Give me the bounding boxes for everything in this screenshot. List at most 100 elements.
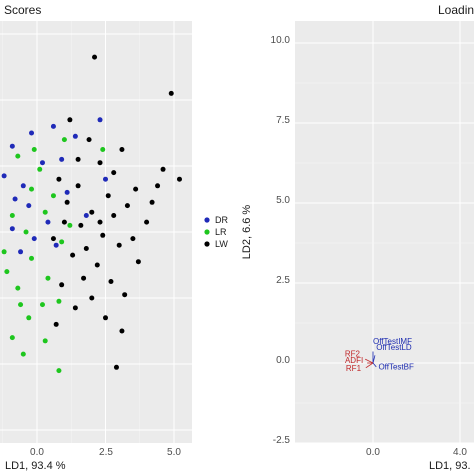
- loading-label-1: OffTestLD: [376, 343, 412, 352]
- loading-label-5: OffTestBF: [378, 362, 414, 371]
- loading-label-0: OffTestIMF: [373, 337, 412, 346]
- point-lr-6: [50, 193, 56, 199]
- point-lr-17: [15, 285, 21, 291]
- point-lw-18: [100, 232, 106, 238]
- legend-key-lr: [204, 229, 210, 235]
- loadings-arrows: [364, 351, 377, 369]
- point-lw-4: [155, 183, 161, 189]
- point-lr-21: [56, 298, 62, 304]
- point-lw-37: [135, 259, 141, 265]
- point-lr-8: [9, 213, 15, 218]
- scores-xtick-1: 2.5: [99, 447, 113, 458]
- loadings-xtick-0: 0.0: [366, 447, 380, 458]
- legend-key-dr: [204, 217, 210, 223]
- point-lr-1: [100, 147, 106, 152]
- point-dr-2: [29, 130, 35, 136]
- scores-xtick-2: 5.0: [167, 447, 181, 458]
- point-lr-32: [18, 302, 24, 308]
- point-lw-33: [113, 364, 119, 370]
- point-lr-12: [59, 239, 65, 245]
- loadings-ytick-4: 7.5: [276, 115, 290, 126]
- point-lw-7: [97, 160, 103, 166]
- loadings-ytick-3: 5.0: [276, 195, 290, 206]
- point-lw-9: [111, 170, 117, 176]
- loading-arrow-4: [365, 362, 374, 369]
- point-dr-15: [9, 226, 15, 232]
- point-lw-0: [92, 54, 98, 60]
- loading-label-2: RF2: [345, 350, 361, 359]
- point-lw-16: [124, 203, 130, 209]
- loadings-plot-panel: [295, 21, 474, 443]
- point-lw-25: [108, 279, 114, 284]
- point-lr-14: [4, 269, 10, 275]
- point-lw-35: [97, 219, 103, 225]
- point-lr-2: [15, 153, 21, 159]
- point-lw-11: [119, 147, 125, 152]
- point-lw-29: [72, 305, 78, 311]
- point-dr-5: [72, 133, 78, 139]
- point-dr-16: [31, 236, 37, 242]
- point-lw-36: [83, 246, 89, 251]
- point-dr-18: [83, 213, 89, 218]
- legend-label-lr: LR: [215, 227, 227, 237]
- point-lw-1: [168, 90, 174, 96]
- scores-grid: [0, 21, 192, 443]
- loadings-ytick-1: 0.0: [276, 355, 290, 366]
- point-dr-14: [45, 219, 51, 225]
- point-lw-20: [116, 242, 122, 248]
- point-dr-6: [39, 160, 45, 166]
- point-lw-5: [67, 117, 73, 123]
- point-lw-28: [122, 292, 128, 298]
- loading-label-3: ADFI: [345, 356, 363, 365]
- loading-arrow-1: [372, 355, 376, 364]
- point-lr-0: [61, 137, 67, 143]
- legend-label-dr: DR: [215, 215, 228, 225]
- loadings-x-ticks: 0.0 4.0: [366, 447, 467, 458]
- scores-x-ticks: 0.0 2.5 5.0: [30, 447, 181, 458]
- loadings-title: Loadin: [438, 3, 474, 17]
- loadings-ytick-2: 2.5: [276, 275, 290, 286]
- point-lr-27: [56, 368, 62, 374]
- point-lw-3: [176, 176, 182, 182]
- point-lw-34: [144, 219, 150, 225]
- loading-arrow-5: [372, 362, 377, 368]
- point-lw-24: [81, 275, 87, 281]
- point-lr-3: [37, 166, 43, 172]
- point-lw-41: [149, 199, 155, 205]
- point-lw-10: [56, 176, 62, 182]
- point-lr-18: [39, 302, 45, 308]
- point-lw-30: [103, 315, 108, 321]
- legend-label-lw: LW: [215, 239, 228, 249]
- point-lr-15: [45, 275, 51, 281]
- point-lr-20: [26, 315, 32, 321]
- point-lw-39: [111, 213, 117, 218]
- scores-title: Scores: [4, 3, 41, 17]
- point-lw-15: [89, 209, 95, 215]
- legend-key-lw: [204, 241, 210, 247]
- point-lr-10: [23, 229, 29, 235]
- loading-arrow-2: [364, 358, 374, 364]
- point-dr-9: [20, 183, 26, 189]
- point-lw-38: [61, 219, 67, 225]
- point-dr-20: [53, 242, 59, 248]
- point-lw-6: [86, 137, 92, 143]
- point-lr-9: [42, 209, 48, 215]
- point-lw-32: [119, 328, 125, 334]
- loadings-xtick-1: 4.0: [453, 447, 467, 458]
- loadings-y-label: LD2, 6.6 %: [241, 205, 253, 260]
- point-lw-22: [94, 262, 100, 268]
- point-dr-19: [18, 249, 24, 255]
- loadings-ytick-0: -2.5: [273, 435, 291, 446]
- point-dr-4: [9, 143, 15, 149]
- point-lw-23: [130, 236, 136, 242]
- scores-legend: DR LR LW: [204, 215, 228, 249]
- point-dr-0: [97, 117, 103, 123]
- loadings-x-label: LD1, 93.: [429, 460, 471, 472]
- point-lw-27: [89, 295, 95, 301]
- point-dr-12: [64, 189, 70, 195]
- point-lw-13: [105, 193, 111, 199]
- point-lw-31: [53, 321, 59, 327]
- point-lr-31: [67, 222, 73, 228]
- point-lr-5: [29, 186, 35, 192]
